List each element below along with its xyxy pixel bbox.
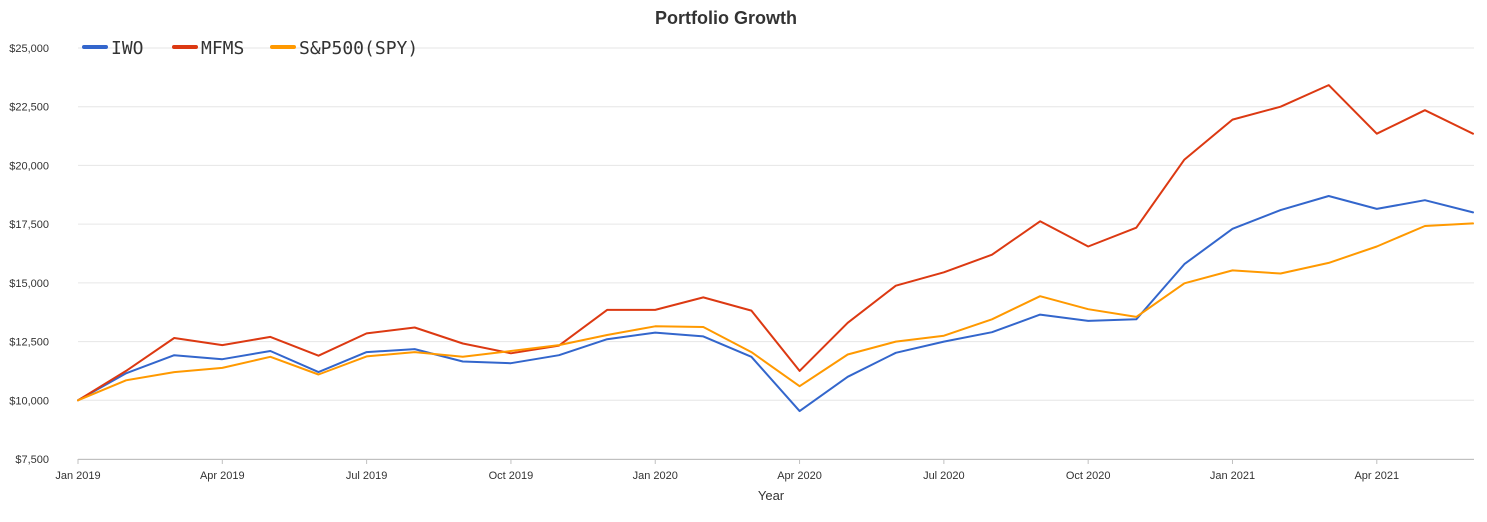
legend-label: S&P500(SPY) (299, 38, 418, 59)
x-tick-label: Jul 2020 (923, 470, 965, 482)
y-tick-label: $10,000 (9, 395, 49, 407)
series-lines (77, 84, 1474, 413)
y-tick-label: $17,500 (9, 219, 49, 231)
legend-label: IWO (111, 38, 144, 59)
series-line-iwo (77, 195, 1474, 413)
x-tick-label: Apr 2020 (777, 470, 822, 482)
x-tick-label: Oct 2019 (489, 470, 534, 482)
legend: IWO MFMS S&P500(SPY) (82, 38, 418, 59)
x-tick-label: Apr 2021 (1354, 470, 1399, 482)
x-axis-tick-labels: Jan 2019 Apr 2019 Jul 2019 Oct 2019 Jan 2020… (55, 459, 1399, 482)
x-tick-label: Jan 2019 (55, 470, 100, 482)
y-tick-label: $25,000 (9, 43, 49, 55)
grid-lines (78, 47, 1474, 460)
series-line-s-p500-spy- (77, 222, 1474, 402)
y-tick-label: $15,000 (9, 278, 49, 290)
y-tick-label: $7,500 (15, 454, 49, 466)
series-line-mfms (77, 84, 1474, 402)
y-tick-label: $20,000 (9, 160, 49, 172)
y-tick-label: $12,500 (9, 337, 49, 349)
x-tick-label: Jul 2019 (346, 470, 388, 482)
y-axis-tick-labels: $7,500 $10,000 $12,500 $15,000 $17,500 $20,00… (9, 43, 49, 466)
x-tick-label: Oct 2020 (1066, 470, 1111, 482)
x-axis-title: Year (758, 488, 785, 503)
y-tick-label: $22,500 (9, 102, 49, 114)
x-tick-label: Apr 2019 (200, 470, 245, 482)
legend-label: MFMS (201, 38, 244, 59)
x-tick-label: Jan 2021 (1210, 470, 1255, 482)
chart-title: Portfolio Growth (655, 8, 797, 28)
x-tick-label: Jan 2020 (633, 470, 678, 482)
